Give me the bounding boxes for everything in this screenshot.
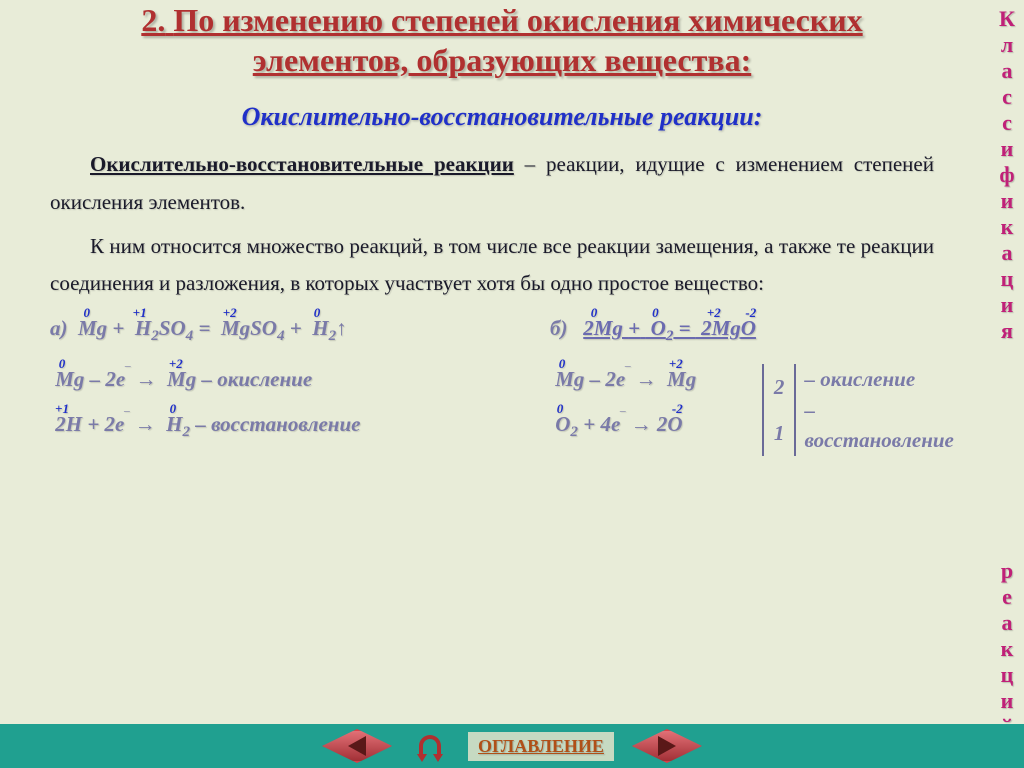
title-text: По изменению степеней окисления химическ… [173, 2, 862, 78]
eq-a-label: а) [50, 316, 68, 340]
ox-label: 0 [652, 304, 659, 323]
ox-label: -2 [672, 400, 683, 419]
toc-link[interactable]: ОГЛАВЛЕНИЕ [468, 732, 614, 761]
half-b-2: 0 O2 + 4e‾ → 2-2O [550, 409, 762, 444]
nav-prev-button[interactable] [322, 729, 392, 763]
ox-label: +1 [55, 400, 69, 419]
slide: 2. По изменению степеней окисления химич… [0, 0, 1024, 768]
ox-label: 0 [591, 304, 598, 323]
paragraph-1: Окислительно-восстановительные реакции –… [50, 146, 934, 222]
arrow-right-icon [658, 736, 676, 756]
coeff: 1 [774, 418, 785, 448]
eq-b-label: б) [550, 316, 567, 340]
ox-label: +2 [169, 355, 183, 374]
ox-label: 0 [170, 400, 177, 419]
eq-b: б) 0 2Mg + 0 O2 = +2 2Mg-2O [550, 313, 756, 348]
ox-label: -2 [745, 304, 756, 323]
ox-label: 0 [559, 355, 566, 374]
half-b-1: 0 Mg – 2e‾ → +2 Mg [550, 364, 762, 394]
eq-a: а) 0 Mg + +1 H2SO4 = +2 MgSO4 + 0 H2↑ [50, 313, 347, 348]
vertical-label: Классификация реакций [996, 6, 1018, 740]
ox-label: +1 [133, 304, 147, 323]
bottom-nav: ОГЛАВЛЕНИЕ [0, 724, 1024, 768]
half-b-block: 0 Mg – 2e‾ → +2 Mg 0 O2 + 4e‾ → 2-2O 2 [550, 364, 963, 455]
ox-label: 0 [314, 304, 321, 323]
nav-home-button[interactable] [410, 729, 450, 763]
equations: а) 0 Mg + +1 H2SO4 = +2 MgSO4 + 0 H2↑ б)… [20, 313, 984, 455]
body-text: Окислительно-восстановительные реакции –… [20, 146, 984, 303]
title-number: 2. [141, 2, 165, 38]
subtitle: Окислительно-восстановительные реакции: [20, 102, 984, 132]
half-a-2: +1 2H + 2e‾ → 0 H2 – восстановление [50, 409, 550, 444]
ox-label: +2 [707, 304, 721, 323]
ox-label: +2 [223, 304, 237, 323]
paragraph-2: К ним относится множество реакций, в том… [50, 228, 934, 304]
half-label: – окисление [196, 367, 312, 391]
arrow-left-icon [348, 736, 366, 756]
half-b-coeffs: 2 1 [762, 364, 797, 455]
half-label: – восстановление [190, 412, 360, 436]
coeff: 2 [774, 372, 785, 402]
ox-label: 0 [59, 355, 66, 374]
main-title: 2. По изменению степеней окисления химич… [72, 0, 932, 80]
eq-b-link[interactable]: 2Mg + 0 O2 = +2 2Mg-2O [583, 316, 756, 340]
half-a-1: 0 Mg – 2e‾ → +2 Mg – окисление [50, 364, 550, 394]
horseshoe-icon [419, 735, 441, 757]
nav-next-button[interactable] [632, 729, 702, 763]
ox-label: +2 [669, 355, 683, 374]
half-label: – окисление [804, 364, 963, 394]
half-label: – восстановление [804, 395, 963, 456]
para1-lead: Окислительно-восстановительные реакции [90, 152, 514, 176]
ox-label: 0 [84, 304, 91, 323]
ox-label: 0 [557, 400, 564, 419]
